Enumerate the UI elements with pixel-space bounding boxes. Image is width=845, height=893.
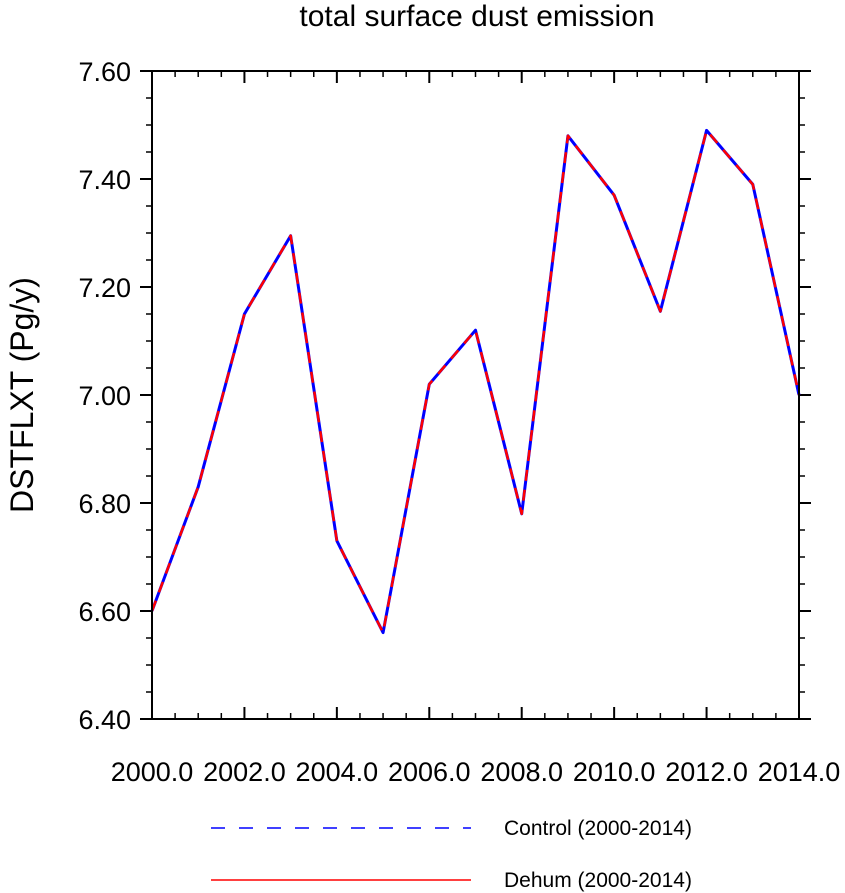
x-tick-label: 2010.0 bbox=[573, 757, 656, 787]
y-tick-label: 7.00 bbox=[78, 381, 131, 411]
y-tick-label: 6.80 bbox=[78, 489, 131, 519]
x-tick-label: 2014.0 bbox=[758, 757, 841, 787]
x-tick-label: 2000.0 bbox=[111, 757, 194, 787]
series-line-dehum bbox=[150, 129, 801, 634]
x-tick-label: 2004.0 bbox=[296, 757, 379, 787]
x-tick-label: 2002.0 bbox=[203, 757, 286, 787]
legend-label: Control (2000-2014) bbox=[504, 817, 692, 840]
y-tick-label: 7.60 bbox=[78, 57, 131, 87]
x-tick-label: 2006.0 bbox=[388, 757, 471, 787]
legend-label: Dehum (2000-2014) bbox=[504, 869, 692, 892]
y-axis-label: DSTFLXT (Pg/y) bbox=[4, 277, 40, 513]
y-tick-label: 7.40 bbox=[78, 165, 131, 195]
series-line-control bbox=[150, 128, 801, 635]
x-tick-label: 2008.0 bbox=[480, 757, 563, 787]
plot-frame bbox=[151, 70, 800, 720]
y-tick-label: 6.60 bbox=[78, 597, 131, 627]
chart-title: total surface dust emission bbox=[299, 0, 654, 33]
legend: Control (2000-2014) Dehum (2000-2014) bbox=[211, 817, 692, 892]
y-tick-label: 7.20 bbox=[78, 273, 131, 303]
y-tick-label: 6.40 bbox=[78, 705, 131, 735]
x-tick-label: 2012.0 bbox=[665, 757, 748, 787]
